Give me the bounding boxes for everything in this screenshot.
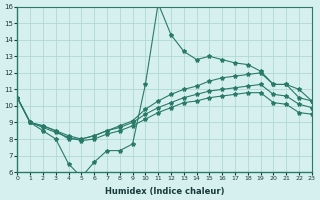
X-axis label: Humidex (Indice chaleur): Humidex (Indice chaleur)	[105, 187, 224, 196]
